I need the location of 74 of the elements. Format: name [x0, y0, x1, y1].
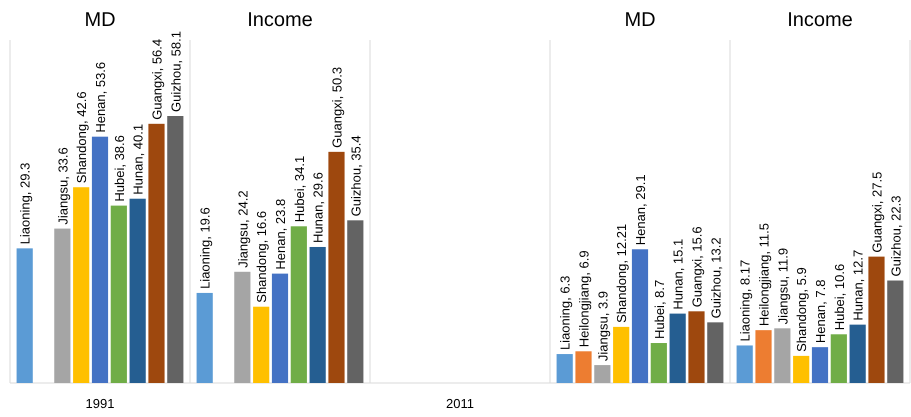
- data-label: Henan, 7.8: [813, 280, 828, 344]
- bar: [774, 328, 790, 383]
- data-label: Hubei, 10.6: [832, 264, 847, 330]
- data-label: Guangxi, 50.3: [329, 66, 344, 148]
- bar: [793, 356, 810, 383]
- bar: [830, 334, 847, 383]
- bar: [92, 136, 108, 383]
- bar: [650, 343, 667, 383]
- bar: [54, 228, 70, 383]
- data-label: Henan, 29.1: [633, 174, 648, 246]
- data-label: Jiangsu, 33.6: [55, 147, 70, 225]
- data-label: Hubei, 38.6: [112, 135, 127, 202]
- data-label: Shandong, 16.6: [254, 210, 270, 303]
- bar: [310, 246, 326, 383]
- bar: [688, 311, 705, 383]
- bar: [887, 280, 904, 383]
- bar: [812, 347, 828, 383]
- bar: [234, 272, 250, 383]
- bar: [253, 306, 270, 383]
- data-label: Liaoning, 29.3: [18, 162, 33, 244]
- data-label: Liaoning, 8.17: [738, 260, 753, 342]
- bar: [632, 249, 648, 383]
- bar: [347, 220, 364, 383]
- text: 1991: [86, 396, 114, 411]
- x-tick-label: Income: [247, 9, 313, 31]
- bar: [556, 354, 573, 383]
- bar: [196, 292, 213, 383]
- x-tick-label: MD: [84, 9, 116, 31]
- bar: [575, 351, 592, 383]
- bar: [736, 345, 753, 383]
- bar: [594, 365, 610, 383]
- data-label: Henan, 23.8: [273, 198, 288, 270]
- bar: [328, 152, 345, 383]
- data-label: Liaoning, 19.6: [198, 207, 213, 289]
- data-label: Shandong, 5.9: [794, 267, 810, 352]
- bar: [73, 187, 90, 383]
- bar: [850, 324, 866, 383]
- bar: [130, 198, 146, 383]
- data-label: Hubei, 34.1: [292, 156, 307, 222]
- data-label: Guizhou, 13.2: [708, 237, 724, 318]
- data-label: Guizhou, 58.1: [168, 31, 184, 112]
- bar: [272, 274, 288, 383]
- bar: [148, 124, 165, 383]
- data-label: Jiangsu, 24.2: [235, 190, 250, 268]
- bar: [167, 116, 184, 383]
- bar: [110, 206, 127, 383]
- data-label: Hunan, 40.1: [130, 124, 146, 195]
- bar: [670, 314, 686, 383]
- bar: [290, 226, 307, 383]
- data-label: Heilongjiang, 6.9: [576, 250, 592, 348]
- bar: [868, 256, 885, 383]
- data-label: Heilongjiang, 11.5: [756, 223, 772, 326]
- data-label: Liaoning, 6.3: [558, 276, 573, 350]
- x-tick-label: Income: [787, 9, 853, 31]
- data-label: Jiangsu, 11.9: [775, 248, 790, 324]
- bar: [755, 330, 772, 383]
- data-label: Guizhou, 22.3: [888, 196, 904, 277]
- data-label: Guangxi, 15.6: [689, 226, 704, 308]
- text: 2011: [446, 396, 474, 411]
- bar: [613, 326, 630, 383]
- data-label: Hunan, 15.1: [670, 238, 686, 310]
- data-label: Guangxi, 56.4: [149, 38, 164, 120]
- data-label: Guizhou, 35.4: [348, 135, 364, 216]
- x-tick-label: MD: [624, 9, 656, 31]
- data-label: Shandong, 12.21: [614, 224, 630, 323]
- data-label: Hubei, 8.7: [652, 280, 667, 340]
- data-label: Guangxi, 27.5: [869, 172, 884, 253]
- data-label: Hunan, 12.7: [850, 250, 866, 321]
- bar: [707, 322, 724, 383]
- data-label: Henan, 53.6: [93, 62, 108, 133]
- bar: [16, 248, 33, 383]
- data-label: Shandong, 42.6: [74, 91, 90, 184]
- data-label: Hunan, 29.6: [310, 172, 326, 243]
- data-label: Jiangsu, 3.9: [595, 290, 610, 362]
